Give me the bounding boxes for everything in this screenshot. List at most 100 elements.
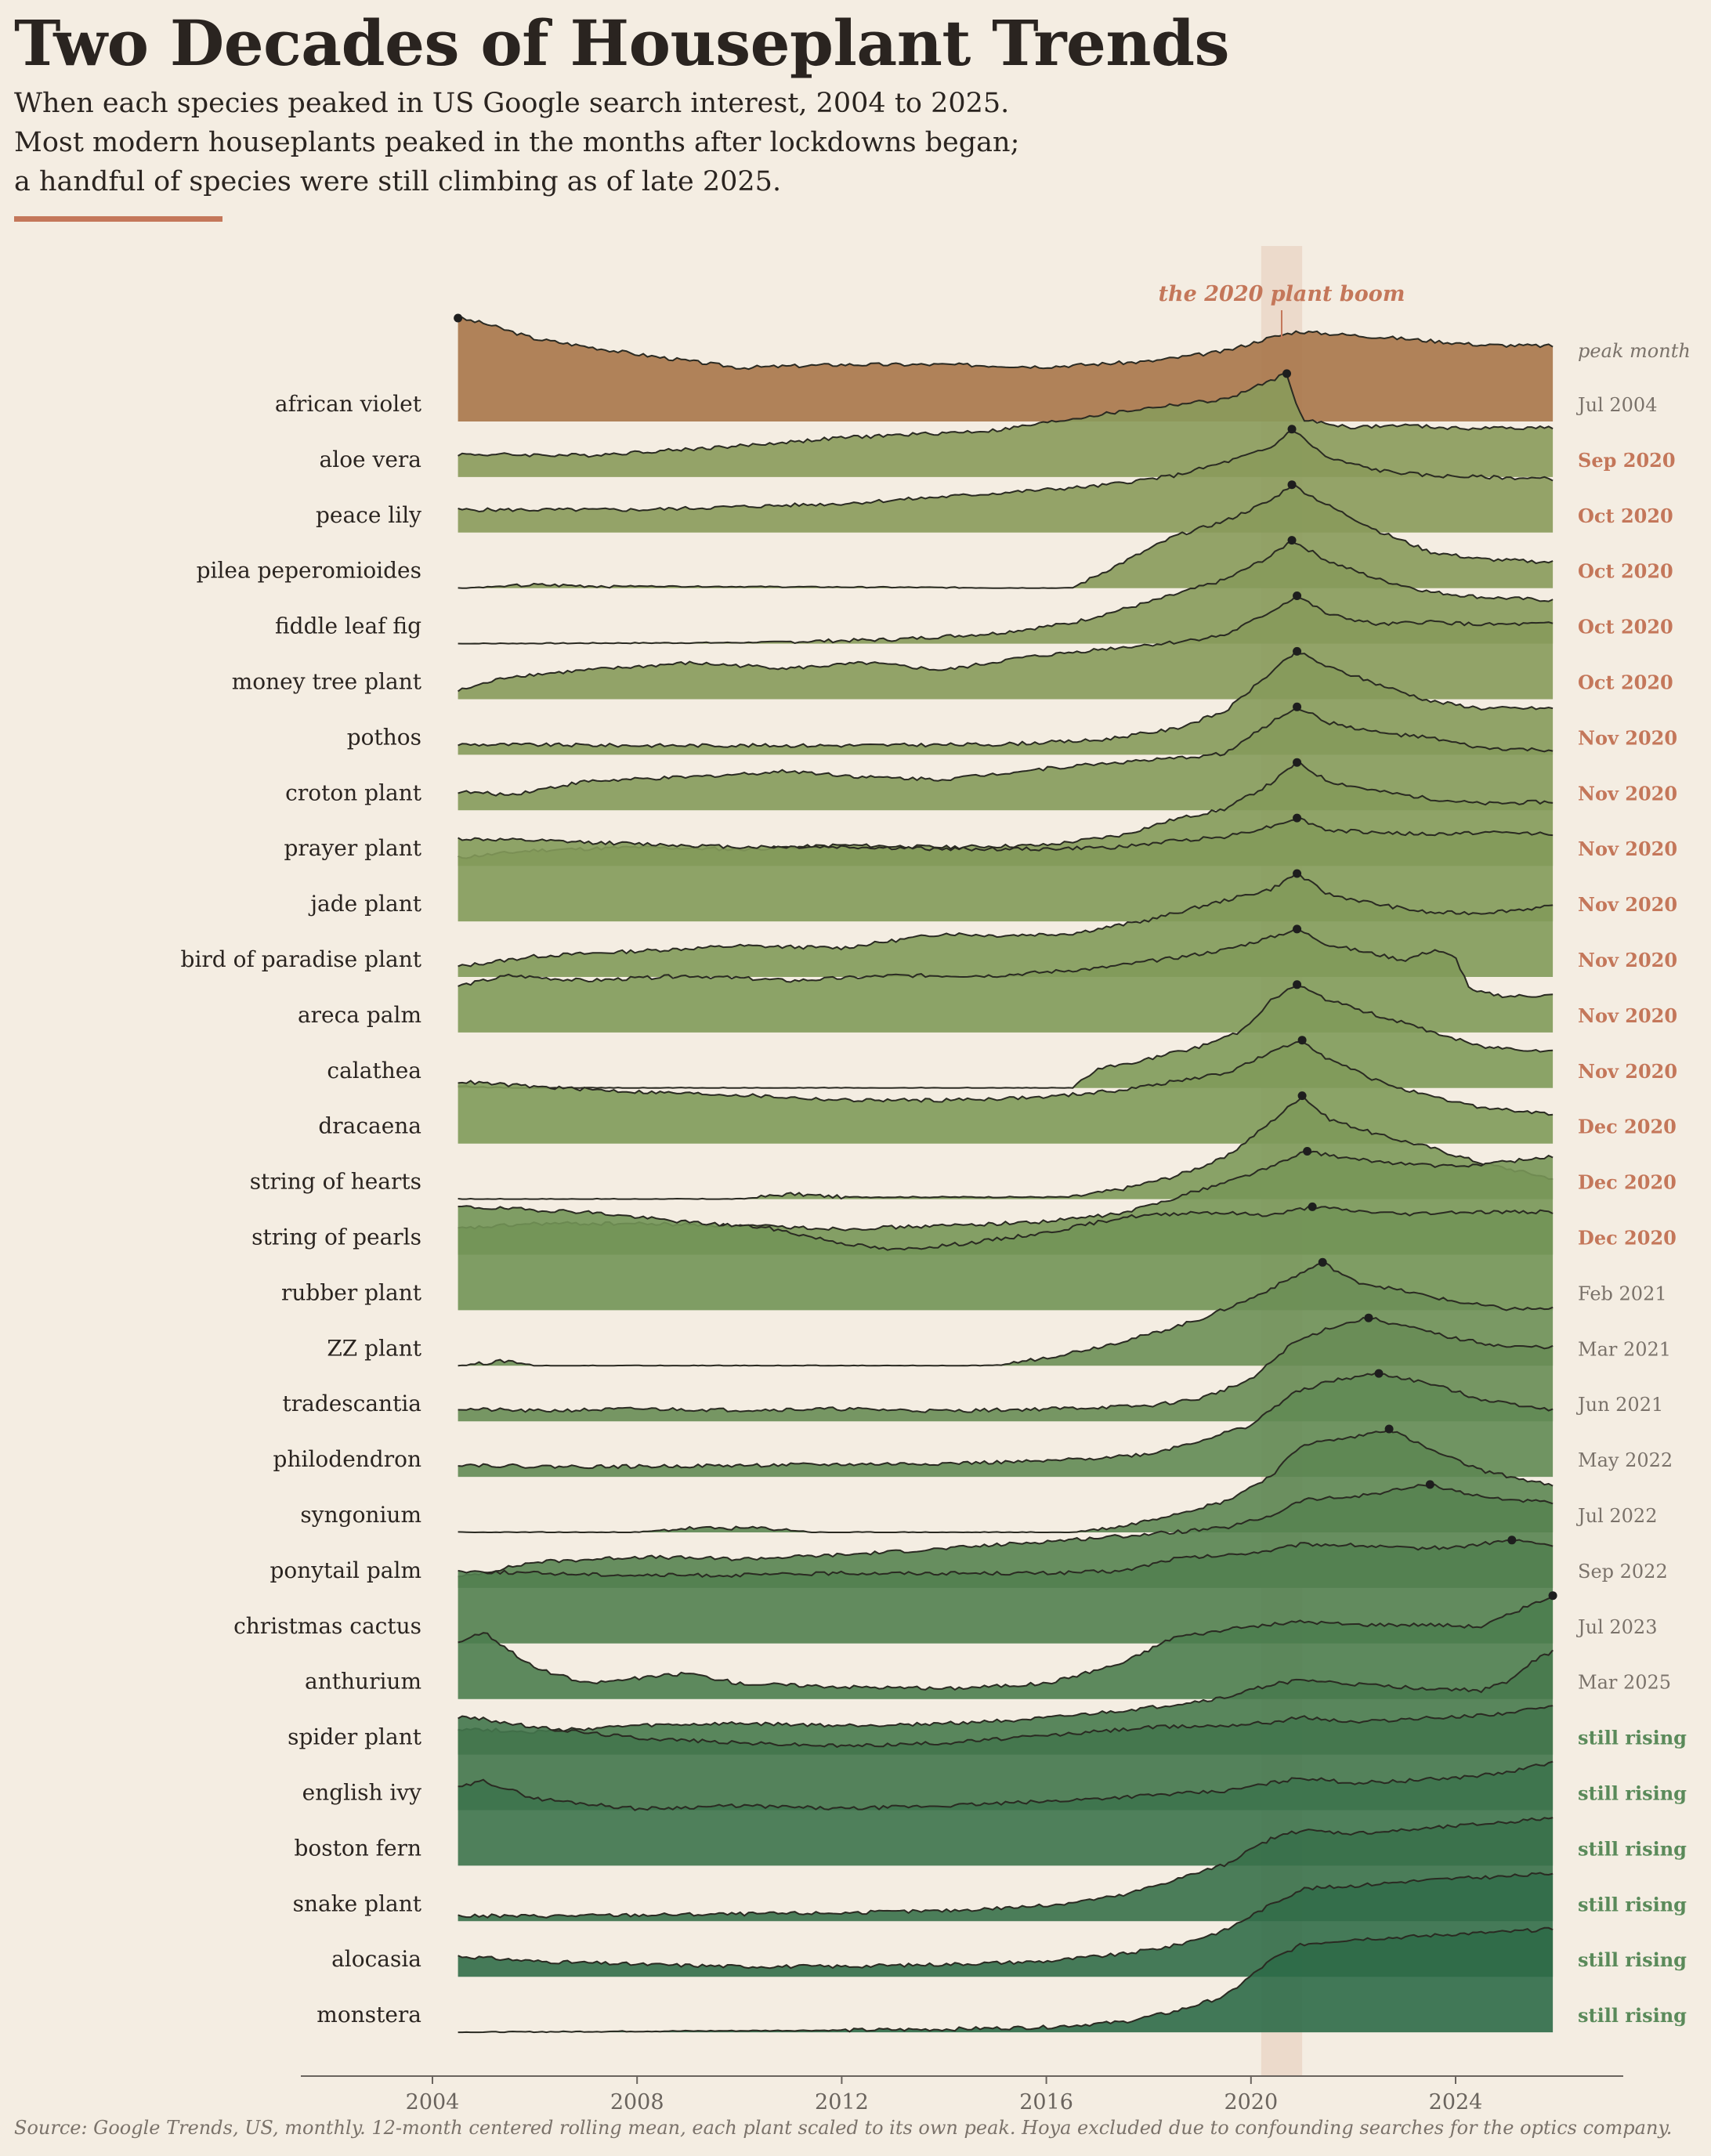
series-label: aloe vera bbox=[320, 447, 421, 472]
peak-label: Nov 2020 bbox=[1578, 782, 1677, 805]
peak-marker-syngonium bbox=[1384, 1424, 1394, 1434]
series-label: english ivy bbox=[302, 1780, 422, 1806]
ridge-area-zz-plant bbox=[458, 1262, 1554, 1366]
peak-marker-ponytail-palm bbox=[1425, 1480, 1434, 1489]
peak-label: Oct 2020 bbox=[1578, 671, 1673, 694]
peak-marker-money-tree-plant bbox=[1293, 591, 1302, 600]
peak-marker-jade-plant bbox=[1293, 813, 1302, 823]
series-label: pothos bbox=[347, 724, 421, 750]
x-tick-label: 2004 bbox=[406, 2090, 460, 2114]
peak-label: Nov 2020 bbox=[1578, 893, 1677, 916]
series-label: string of hearts bbox=[250, 1169, 421, 1195]
peak-label: still rising bbox=[1578, 1782, 1687, 1805]
peak-marker-pilea-peperomioides bbox=[1287, 480, 1297, 490]
peak-marker-christmas-cactus bbox=[1507, 1536, 1517, 1545]
series-label: monstera bbox=[317, 2002, 421, 2028]
peak-marker-philodendron bbox=[1374, 1369, 1384, 1378]
ridge-line-christmas-cactus bbox=[458, 1539, 1554, 1579]
peak-marker-bird-of-paradise-plant bbox=[1293, 869, 1302, 878]
ridge-line-zz-plant bbox=[458, 1261, 1554, 1367]
peak-label: Jul 2023 bbox=[1575, 1616, 1657, 1638]
ridge-line-monstera bbox=[458, 1926, 1554, 2034]
series-label: areca palm bbox=[298, 1002, 421, 1028]
series-label: bird of paradise plant bbox=[181, 946, 422, 972]
ridge-area-african-violet bbox=[458, 317, 1554, 421]
accent-rule bbox=[14, 216, 222, 222]
peak-marker-areca-palm bbox=[1293, 924, 1302, 934]
ridge-line-spider-plant bbox=[458, 1649, 1554, 1735]
ridge-line-alocasia bbox=[458, 1872, 1554, 1970]
series-label: dracaena bbox=[318, 1113, 421, 1139]
peak-label: Sep 2022 bbox=[1578, 1561, 1668, 1583]
ridge-area-christmas-cactus bbox=[458, 1539, 1554, 1644]
peak-marker-african-violet bbox=[454, 313, 463, 323]
ridge-line-peace-lily bbox=[458, 429, 1554, 513]
peak-label: still rising bbox=[1578, 1893, 1687, 1915]
ridge-line-money-tree-plant bbox=[458, 595, 1554, 693]
ridge-line-african-violet bbox=[458, 316, 1554, 371]
x-tick-label: 2024 bbox=[1429, 2090, 1483, 2114]
peak-label: Feb 2021 bbox=[1578, 1282, 1667, 1304]
peak-label: Mar 2025 bbox=[1578, 1672, 1671, 1694]
peak-marker-string-of-pearls bbox=[1303, 1147, 1312, 1156]
series-label: rubber plant bbox=[281, 1279, 422, 1305]
series-label: ZZ plant bbox=[327, 1335, 421, 1361]
peak-label: Nov 2020 bbox=[1578, 1004, 1677, 1027]
ridge-line-fiddle-leaf-fig bbox=[458, 541, 1554, 645]
subtitle-line-3: a handful of species were still climbing… bbox=[14, 166, 782, 197]
series-label: spider plant bbox=[288, 1724, 422, 1750]
x-tick-label: 2008 bbox=[610, 2090, 664, 2114]
ridge-line-aloe-vera bbox=[458, 372, 1554, 458]
peak-label: Dec 2020 bbox=[1578, 1171, 1677, 1194]
peak-label: May 2022 bbox=[1578, 1449, 1673, 1471]
subtitle-line-2: Most modern houseplants peaked in the mo… bbox=[14, 127, 1020, 158]
ridge-line-english-ivy bbox=[458, 1705, 1554, 1749]
ridge-line-snake-plant bbox=[458, 1817, 1554, 1919]
peak-label: Mar 2021 bbox=[1578, 1338, 1671, 1360]
peak-month-header: peak month bbox=[1578, 340, 1691, 362]
ridge-area-philodendron bbox=[458, 1373, 1554, 1478]
ridge-line-rubber-plant bbox=[458, 1205, 1554, 1251]
series-label: anthurium bbox=[305, 1669, 421, 1695]
x-tick-label: 2012 bbox=[815, 2090, 869, 2114]
peak-label: Nov 2020 bbox=[1578, 726, 1677, 749]
ridge-line-philodendron bbox=[458, 1372, 1554, 1470]
ridge-line-pothos bbox=[458, 649, 1554, 748]
ridge-line-anthurium bbox=[458, 1596, 1554, 1691]
peak-label: Dec 2020 bbox=[1578, 1227, 1677, 1250]
series-label: croton plant bbox=[285, 780, 422, 805]
peak-marker-croton-plant bbox=[1293, 702, 1302, 711]
peak-label: Jul 2004 bbox=[1575, 394, 1657, 416]
chart-title: Two Decades of Houseplant Trends bbox=[14, 6, 1230, 80]
subtitle-line-1: When each species peaked in US Google se… bbox=[14, 88, 1010, 119]
series-label: money tree plant bbox=[232, 669, 422, 695]
series-label: tradescantia bbox=[282, 1391, 421, 1416]
peak-marker-pothos bbox=[1293, 646, 1302, 656]
peak-label: Oct 2020 bbox=[1578, 560, 1673, 583]
peak-label: still rising bbox=[1578, 1948, 1687, 1971]
ridge-line-syngonium bbox=[458, 1428, 1554, 1534]
ridge-line-dracaena bbox=[458, 1040, 1554, 1116]
series-label: christmas cactus bbox=[233, 1613, 421, 1639]
peak-label: Jun 2021 bbox=[1575, 1394, 1663, 1416]
series-label: jade plant bbox=[308, 891, 421, 917]
peak-label: Nov 2020 bbox=[1578, 949, 1677, 971]
boom-annotation: the 2020 plant boom bbox=[1159, 282, 1405, 306]
series-label: calathea bbox=[327, 1058, 421, 1083]
peak-label: Nov 2020 bbox=[1578, 1060, 1677, 1083]
ridge-area-syngonium bbox=[458, 1429, 1554, 1532]
peak-label: Dec 2020 bbox=[1578, 1116, 1677, 1138]
ridge-line-croton-plant bbox=[458, 707, 1554, 797]
series-label: syngonium bbox=[300, 1502, 421, 1528]
ridge-line-calathea bbox=[458, 985, 1554, 1089]
peak-label: Sep 2020 bbox=[1578, 449, 1676, 472]
series-label: string of pearls bbox=[251, 1225, 421, 1250]
peak-marker-zz-plant bbox=[1318, 1257, 1327, 1267]
series-label: snake plant bbox=[293, 1890, 422, 1916]
ridge-line-areca-palm bbox=[458, 927, 1554, 999]
series-label: boston fern bbox=[294, 1835, 421, 1861]
peak-marker-aloe-vera bbox=[1282, 369, 1292, 378]
peak-marker-rubber-plant bbox=[1308, 1202, 1317, 1211]
ridge-area-alocasia bbox=[458, 1872, 1554, 1977]
